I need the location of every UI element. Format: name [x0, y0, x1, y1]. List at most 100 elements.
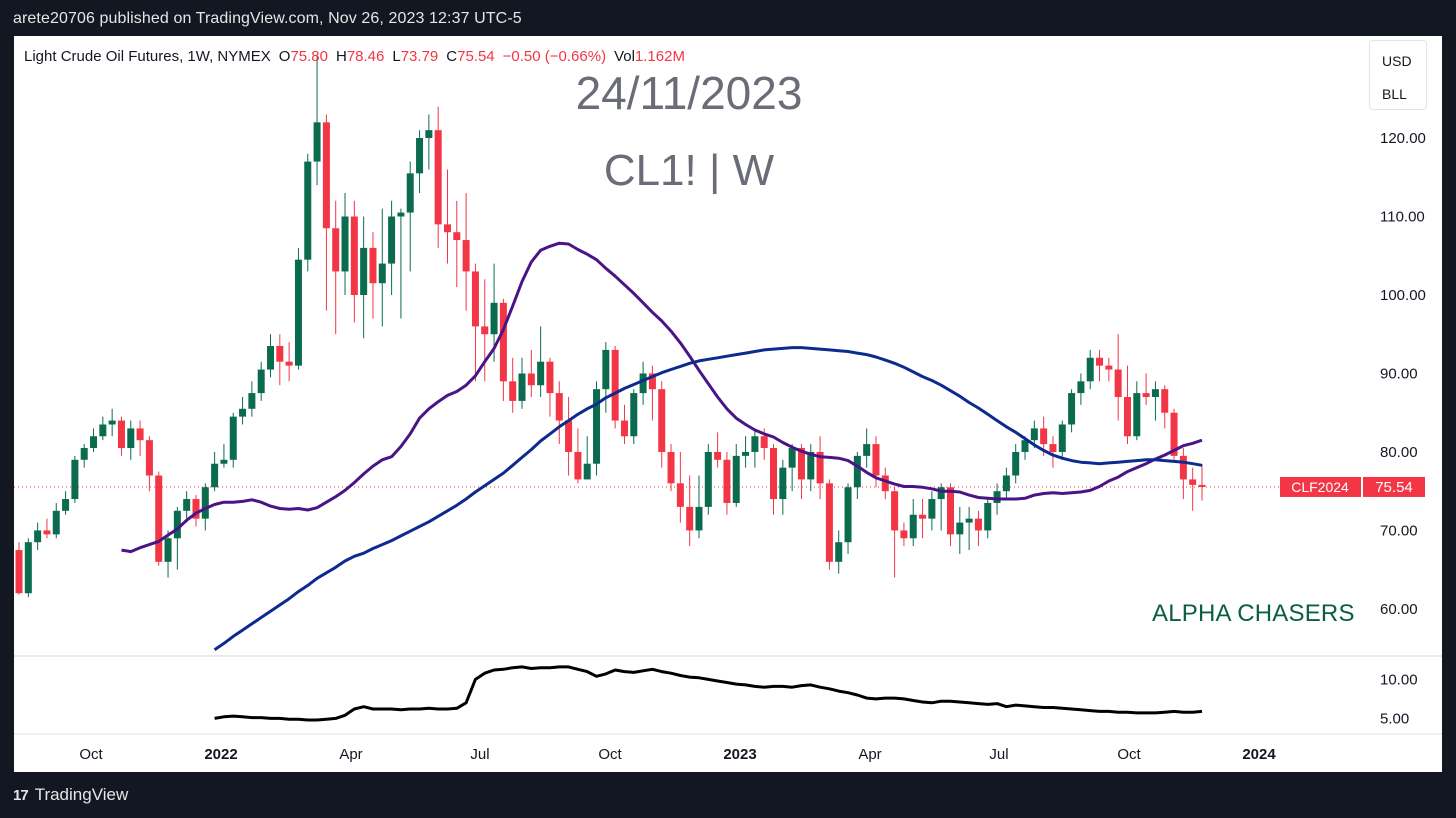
candle-down	[676, 483, 684, 507]
candle-up	[704, 451, 712, 507]
candle-down	[816, 451, 824, 484]
candle-down	[881, 475, 889, 492]
candle-up	[183, 499, 191, 511]
candle-down	[565, 420, 573, 452]
time-tick-label: Jul	[470, 746, 489, 763]
candle-up	[257, 369, 265, 394]
candle-down	[900, 530, 908, 539]
candle-down	[15, 550, 23, 594]
candle-up	[1086, 357, 1094, 382]
candle-down	[1105, 365, 1113, 370]
candle-up	[425, 130, 433, 139]
time-tick-label: Jul	[989, 746, 1008, 763]
indicator-line	[214, 665, 1203, 722]
candle-up	[1002, 475, 1010, 492]
candle-up	[34, 530, 42, 543]
time-tick-label: Apr	[339, 746, 362, 763]
candle-down	[574, 451, 582, 480]
symbol-tag-label: CLF2024	[1291, 479, 1349, 495]
price-tick-label: 70.00	[1380, 522, 1418, 539]
symbol-tag-background	[1280, 476, 1361, 497]
unit-label[interactable]: BLL	[1382, 86, 1407, 102]
price-tick-label: 60.00	[1380, 601, 1418, 618]
candle-up	[416, 138, 424, 174]
change-value: −0.50 (−0.66%)	[502, 48, 607, 65]
high-label: H	[335, 48, 347, 65]
candle-down	[1114, 369, 1122, 398]
candle-down	[555, 393, 563, 421]
chart-canvas[interactable]: 130.00120.00110.00100.0090.0080.0070.006…	[14, 36, 1442, 772]
candle-up	[229, 416, 237, 460]
price-tick-label: 90.00	[1380, 365, 1418, 382]
indicator-tick-label: 5.00	[1380, 710, 1409, 727]
candle-up	[1068, 393, 1076, 425]
price-tick-label: 120.00	[1380, 130, 1426, 147]
candle-up	[863, 444, 871, 456]
volume-value: 1.162M	[634, 48, 685, 65]
candle-up	[201, 487, 209, 519]
candle-down	[481, 326, 489, 335]
candle-down	[658, 389, 666, 452]
candle-up	[341, 216, 349, 272]
publish-header: arete20706 published on TradingView.com,…	[0, 0, 1456, 36]
candle-down	[471, 271, 479, 327]
time-tick-label: Oct	[1117, 746, 1141, 763]
candle-down	[1189, 479, 1197, 485]
tradingview-logo[interactable]: 17 TradingView	[13, 785, 128, 805]
candle-up	[1021, 440, 1029, 452]
time-tick-label: 2024	[1242, 746, 1276, 763]
candle-up	[1151, 389, 1159, 398]
candle-up	[239, 408, 247, 417]
close-value: 75.54	[457, 48, 495, 65]
candle-up	[984, 502, 992, 531]
candle-down	[797, 448, 805, 480]
candle-up	[593, 389, 601, 464]
candle-up	[1058, 424, 1066, 452]
candle-up	[220, 459, 228, 464]
candle-up	[248, 393, 256, 409]
candle-up	[304, 161, 312, 260]
candle-up	[24, 542, 32, 594]
candle-up	[732, 455, 740, 503]
chart-panel[interactable]: 130.00120.00110.00100.0090.0080.0070.006…	[14, 36, 1442, 772]
candle-down	[332, 228, 340, 272]
candle-down	[117, 420, 125, 449]
time-tick-label: 2023	[723, 746, 756, 763]
candle-up	[630, 393, 638, 437]
published-info: arete20706 published on TradingView.com,…	[13, 10, 522, 27]
candle-up	[406, 173, 414, 213]
currency-unit-selector[interactable]: USD BLL	[1369, 40, 1427, 110]
candle-up	[378, 263, 386, 284]
candle-down	[322, 122, 330, 229]
candle-down	[919, 514, 927, 519]
candle-up	[80, 448, 88, 460]
candle-down	[620, 420, 628, 437]
close-label: C	[446, 48, 458, 65]
tradingview-logo-icon: 17	[13, 786, 29, 804]
candle-down	[667, 451, 675, 484]
candle-up	[1133, 393, 1141, 437]
candle-down	[145, 440, 153, 476]
candle-up	[490, 302, 498, 335]
ohlc-legend: Light Crude Oil Futures, 1W, NYMEX O 75.8…	[24, 48, 685, 65]
indicator-tick-label: 10.00	[1380, 671, 1418, 688]
candle-down	[1123, 397, 1131, 437]
candle-down	[546, 361, 554, 394]
candle-down	[872, 444, 880, 476]
candle-up	[537, 361, 545, 386]
candle-up	[518, 373, 526, 401]
currency-label[interactable]: USD	[1382, 53, 1412, 69]
candle-down	[527, 373, 535, 386]
candle-down	[1198, 484, 1206, 487]
price-tag-background	[1363, 476, 1425, 497]
price-tag-value: 75.54	[1375, 479, 1413, 496]
candle-down	[1096, 357, 1104, 366]
candle-up	[313, 122, 321, 162]
volume-label: Vol	[614, 48, 635, 65]
candle-up	[742, 451, 750, 456]
candle-down	[276, 346, 284, 362]
candle-down	[499, 302, 507, 382]
candle-down	[1179, 455, 1187, 480]
candle-down	[611, 349, 619, 421]
time-tick-label: Oct	[598, 746, 622, 763]
